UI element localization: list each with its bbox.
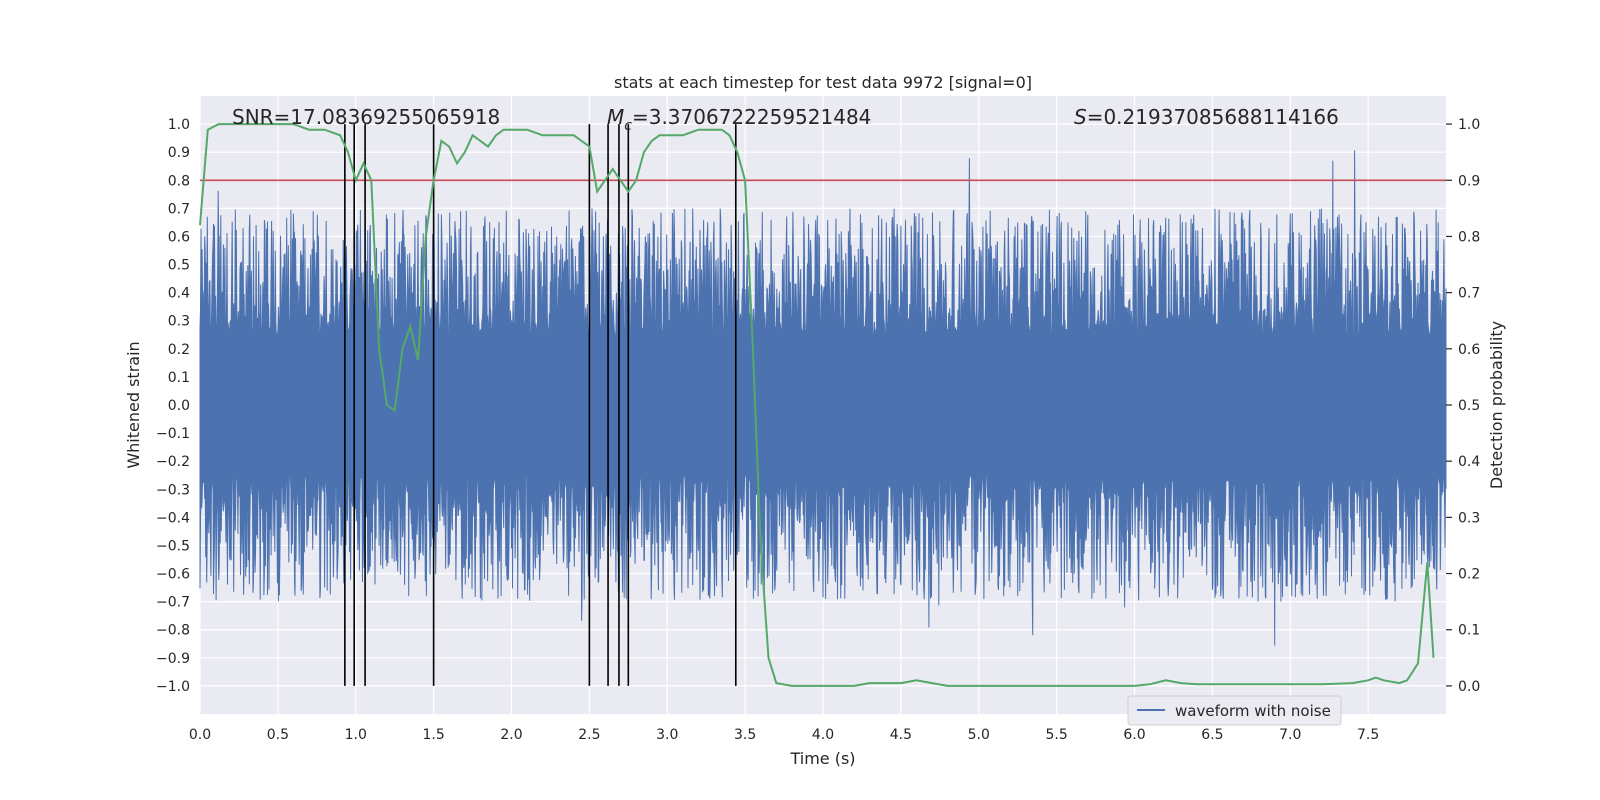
y-axis-label-right: Detection probability bbox=[1487, 321, 1506, 489]
chirp-mass-symbol: M bbox=[607, 105, 624, 129]
x-tick-label: 0.5 bbox=[267, 727, 289, 743]
y-left-tick-label: 0.4 bbox=[168, 286, 190, 302]
x-tick-label: 2.5 bbox=[578, 727, 600, 743]
y-left-tick-label: 0.3 bbox=[168, 314, 190, 330]
chirp-mass-annotation: Mc=3.3706722259521484 bbox=[607, 105, 871, 134]
x-tick-label: 4.5 bbox=[890, 727, 912, 743]
y-ticks-left: 1.0 0.9 0.8 0.7 0.6 0.5 0.4 0.3 0.2 0.1 0.0 −0.1 −0.… bbox=[156, 117, 190, 695]
detection-probability-line bbox=[199, 123, 1435, 687]
y-left-tick-label: −0.3 bbox=[156, 482, 190, 498]
y-left-tick-label: 0.1 bbox=[168, 370, 190, 386]
y-left-tick-label: 1.0 bbox=[168, 117, 190, 133]
x-tick-label: 4.0 bbox=[812, 727, 834, 743]
y-right-tick-label: 0.8 bbox=[1458, 229, 1480, 245]
y-right-tick-label: 0.6 bbox=[1458, 342, 1480, 358]
y-right-tick-label: 0.2 bbox=[1458, 567, 1480, 583]
y-left-tick-label: −0.6 bbox=[156, 567, 190, 583]
y-left-tick-label: −0.9 bbox=[156, 651, 190, 667]
y-right-tick-label: 0.4 bbox=[1458, 454, 1480, 470]
y-right-tick-label: 0.1 bbox=[1458, 623, 1480, 639]
x-tick-label: 6.0 bbox=[1123, 727, 1145, 743]
y-right-tick-label: 1.0 bbox=[1458, 117, 1480, 133]
x-tick-label: 3.5 bbox=[734, 727, 756, 743]
y-left-tick-label: −0.8 bbox=[156, 623, 190, 639]
snr-annotation: SNR=17.08369255065918 bbox=[232, 105, 500, 129]
y-left-tick-label: 0.0 bbox=[168, 398, 190, 414]
x-tick-label: 2.0 bbox=[500, 727, 522, 743]
y-left-tick-label: 0.6 bbox=[168, 229, 190, 245]
legend-label: waveform with noise bbox=[1175, 702, 1331, 720]
y-right-tick-label: 0.5 bbox=[1458, 398, 1480, 414]
x-tick-label: 6.5 bbox=[1201, 727, 1223, 743]
y-left-tick-label: 0.9 bbox=[168, 145, 190, 161]
y-left-tick-label: −1.0 bbox=[156, 679, 190, 695]
y-left-tick-label: −0.5 bbox=[156, 538, 190, 554]
y-left-tick-label: 0.2 bbox=[168, 342, 190, 358]
x-tick-label: 7.0 bbox=[1279, 727, 1301, 743]
s-annotation: S=0.21937085688114166 bbox=[1074, 105, 1339, 129]
y-right-tick-label: 0.9 bbox=[1458, 173, 1480, 189]
x-ticks: 0.0 0.5 1.0 1.5 2.0 2.5 3.0 3.5 4.0 4.5 5.0 5.5 6.0 6… bbox=[189, 727, 1379, 743]
x-tick-label: 1.0 bbox=[345, 727, 367, 743]
x-tick-label: 5.0 bbox=[968, 727, 990, 743]
x-tick-label: 5.5 bbox=[1045, 727, 1067, 743]
s-symbol: S bbox=[1074, 105, 1087, 129]
y-left-tick-label: −0.2 bbox=[156, 454, 190, 470]
x-tick-label: 1.5 bbox=[422, 727, 444, 743]
s-value: =0.21937085688114166 bbox=[1087, 105, 1339, 129]
y-left-tick-label: −0.1 bbox=[156, 426, 190, 442]
x-tick-label: 7.5 bbox=[1357, 727, 1379, 743]
legend-box bbox=[1127, 695, 1342, 726]
x-axis-label: Time (s) bbox=[789, 749, 855, 768]
chirp-mass-value: =3.3706722259521484 bbox=[632, 105, 871, 129]
y-right-tick-label: 0.0 bbox=[1458, 679, 1480, 695]
x-tick-label: 3.0 bbox=[656, 727, 678, 743]
y-right-tick-label: 0.7 bbox=[1458, 286, 1480, 302]
y-left-tick-label: 0.7 bbox=[168, 201, 190, 217]
chirp-mass-subscript: c bbox=[624, 118, 632, 134]
y-axis-label-left: Whitened strain bbox=[124, 341, 143, 468]
chart-title: stats at each timestep for test data 997… bbox=[614, 73, 1032, 92]
y-left-tick-label: −0.4 bbox=[156, 510, 190, 526]
waveform-core bbox=[200, 343, 1446, 467]
legend: waveform with noise bbox=[1127, 695, 1342, 726]
y-left-tick-label: 0.5 bbox=[168, 258, 190, 274]
y-right-tick-label: 0.3 bbox=[1458, 510, 1480, 526]
x-tick-label: 0.0 bbox=[189, 727, 211, 743]
vertical-lines bbox=[344, 124, 737, 686]
waveform-series bbox=[199, 150, 1447, 646]
y-left-tick-label: 0.8 bbox=[168, 173, 190, 189]
y-left-tick-label: −0.7 bbox=[156, 595, 190, 611]
y-ticks-right: 1.0 0.9 0.8 0.7 0.6 0.5 0.4 0.3 0.2 0.1 0.0 bbox=[1446, 117, 1480, 695]
